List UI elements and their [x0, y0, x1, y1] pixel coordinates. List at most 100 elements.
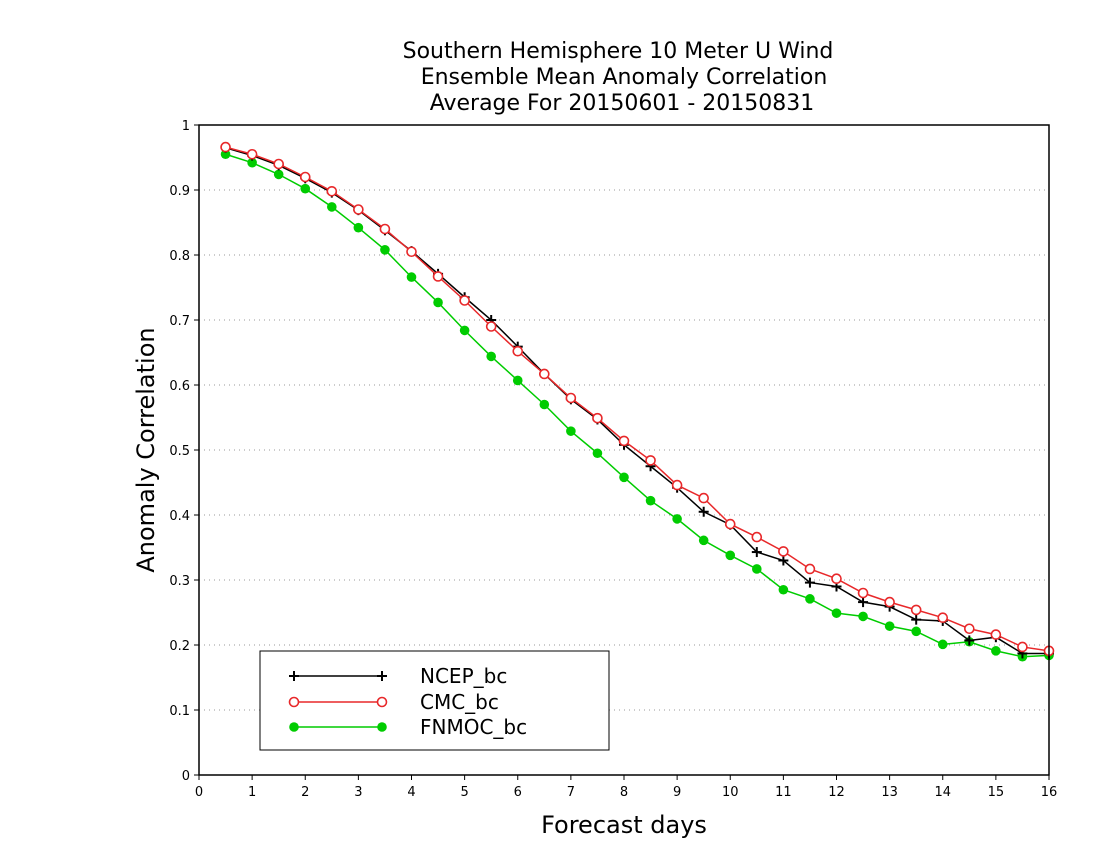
- data-point: [406, 272, 417, 282]
- legend-marker: [288, 696, 300, 708]
- data-point: [671, 479, 683, 491]
- x-axis-ticks: 0 1 2 3 4 5 6 7 8 9 10 11 12 13 14 15 16: [195, 775, 1057, 800]
- data-point: [911, 614, 922, 625]
- data-point: [778, 555, 789, 566]
- data-point: [485, 321, 497, 332]
- data-point: [725, 550, 736, 561]
- data-point: [619, 472, 629, 483]
- data-point: [592, 412, 603, 424]
- gridlines: [199, 189, 1049, 711]
- data-point: [645, 455, 656, 466]
- x-tick-label: 13: [881, 785, 898, 800]
- legend-item-fnmoc-bc: FNMOC_bc: [289, 715, 527, 739]
- data-point: [937, 612, 949, 624]
- legend-marker: [377, 671, 387, 681]
- data-point: [698, 506, 709, 517]
- data-point: [752, 564, 762, 574]
- x-tick-label: 7: [567, 785, 575, 800]
- y-tick-label: 0.2: [169, 639, 190, 654]
- y-tick-label: 0.7: [169, 314, 190, 329]
- y-tick-label: 0.9: [169, 184, 190, 199]
- legend-marker: [377, 722, 387, 732]
- x-tick-label: 10: [722, 785, 739, 800]
- y-axis-ticks: 0 0.1 0.2 0.3 0.4 0.5 0.6 0.7 0.8 0.9 1: [169, 119, 199, 784]
- x-tick-label: 5: [460, 785, 468, 800]
- chart-title: Southern Hemisphere 10 Meter U Wind Ense…: [403, 39, 834, 116]
- x-tick-label: 3: [354, 785, 362, 800]
- data-point: [273, 169, 284, 180]
- legend-label: FNMOC_bc: [420, 715, 527, 739]
- title-line-2: Ensemble Mean Anomaly Correlation: [421, 65, 828, 90]
- title-line-3: Average For 20150601 - 20150831: [430, 91, 815, 116]
- data-point: [566, 426, 576, 436]
- data-point: [672, 514, 682, 524]
- legend-box: [259, 650, 610, 751]
- data-point: [698, 492, 709, 504]
- series-line: [225, 146, 1050, 652]
- data-point: [964, 623, 975, 635]
- data-point: [884, 596, 895, 608]
- data-point: [778, 584, 789, 595]
- data-point: [990, 629, 1002, 640]
- data-point: [937, 639, 948, 650]
- data-point: [379, 223, 391, 235]
- series-line: [225, 153, 1050, 658]
- legend-marker: [289, 671, 299, 681]
- legend-label: CMC_bc: [420, 690, 499, 714]
- x-tick-label: 1: [248, 785, 256, 800]
- x-tick-label: 12: [828, 785, 845, 800]
- data-point: [831, 573, 842, 585]
- data-point: [698, 535, 709, 546]
- series-cmc-bc: [220, 141, 1055, 657]
- data-point: [751, 531, 763, 543]
- data-point: [857, 587, 869, 599]
- series-layer: [220, 141, 1055, 662]
- data-point: [751, 547, 762, 558]
- series-fnmoc-bc: [220, 149, 1054, 662]
- y-tick-label: 1: [182, 119, 190, 134]
- data-point: [459, 295, 470, 306]
- data-point: [326, 186, 338, 197]
- data-point: [618, 435, 630, 447]
- x-tick-label: 9: [673, 785, 681, 800]
- data-point: [645, 495, 656, 506]
- data-point: [804, 577, 815, 588]
- data-point: [300, 183, 311, 194]
- y-tick-label: 0.6: [169, 379, 190, 394]
- data-point: [539, 399, 550, 410]
- legend-marker: [289, 722, 299, 732]
- data-point: [884, 621, 895, 631]
- x-tick-label: 14: [934, 785, 951, 800]
- series-ncep-bc: [220, 142, 1054, 659]
- data-point: [778, 546, 789, 557]
- x-tick-label: 2: [301, 785, 309, 800]
- data-point: [991, 646, 1001, 656]
- data-point: [246, 148, 258, 160]
- data-point: [247, 157, 257, 168]
- data-point: [804, 563, 816, 575]
- data-point: [539, 368, 550, 380]
- y-tick-label: 0.4: [169, 509, 190, 524]
- data-point: [831, 608, 842, 618]
- data-point: [512, 345, 524, 357]
- data-point: [299, 171, 311, 183]
- x-tick-label: 6: [514, 785, 522, 800]
- y-tick-label: 0.5: [169, 444, 190, 459]
- data-point: [433, 297, 443, 308]
- x-tick-label: 4: [407, 785, 415, 800]
- x-tick-label: 16: [1041, 785, 1058, 800]
- x-tick-label: 11: [775, 785, 792, 800]
- data-point: [459, 325, 470, 336]
- data-point: [910, 604, 922, 616]
- data-point: [724, 518, 736, 530]
- data-point: [858, 611, 868, 622]
- data-point: [858, 597, 869, 608]
- data-point: [592, 448, 603, 459]
- x-tick-label: 0: [195, 785, 203, 800]
- data-point: [964, 635, 975, 646]
- data-point: [220, 141, 231, 153]
- data-point: [512, 375, 523, 386]
- y-tick-label: 0.3: [169, 574, 190, 589]
- data-point: [220, 149, 231, 160]
